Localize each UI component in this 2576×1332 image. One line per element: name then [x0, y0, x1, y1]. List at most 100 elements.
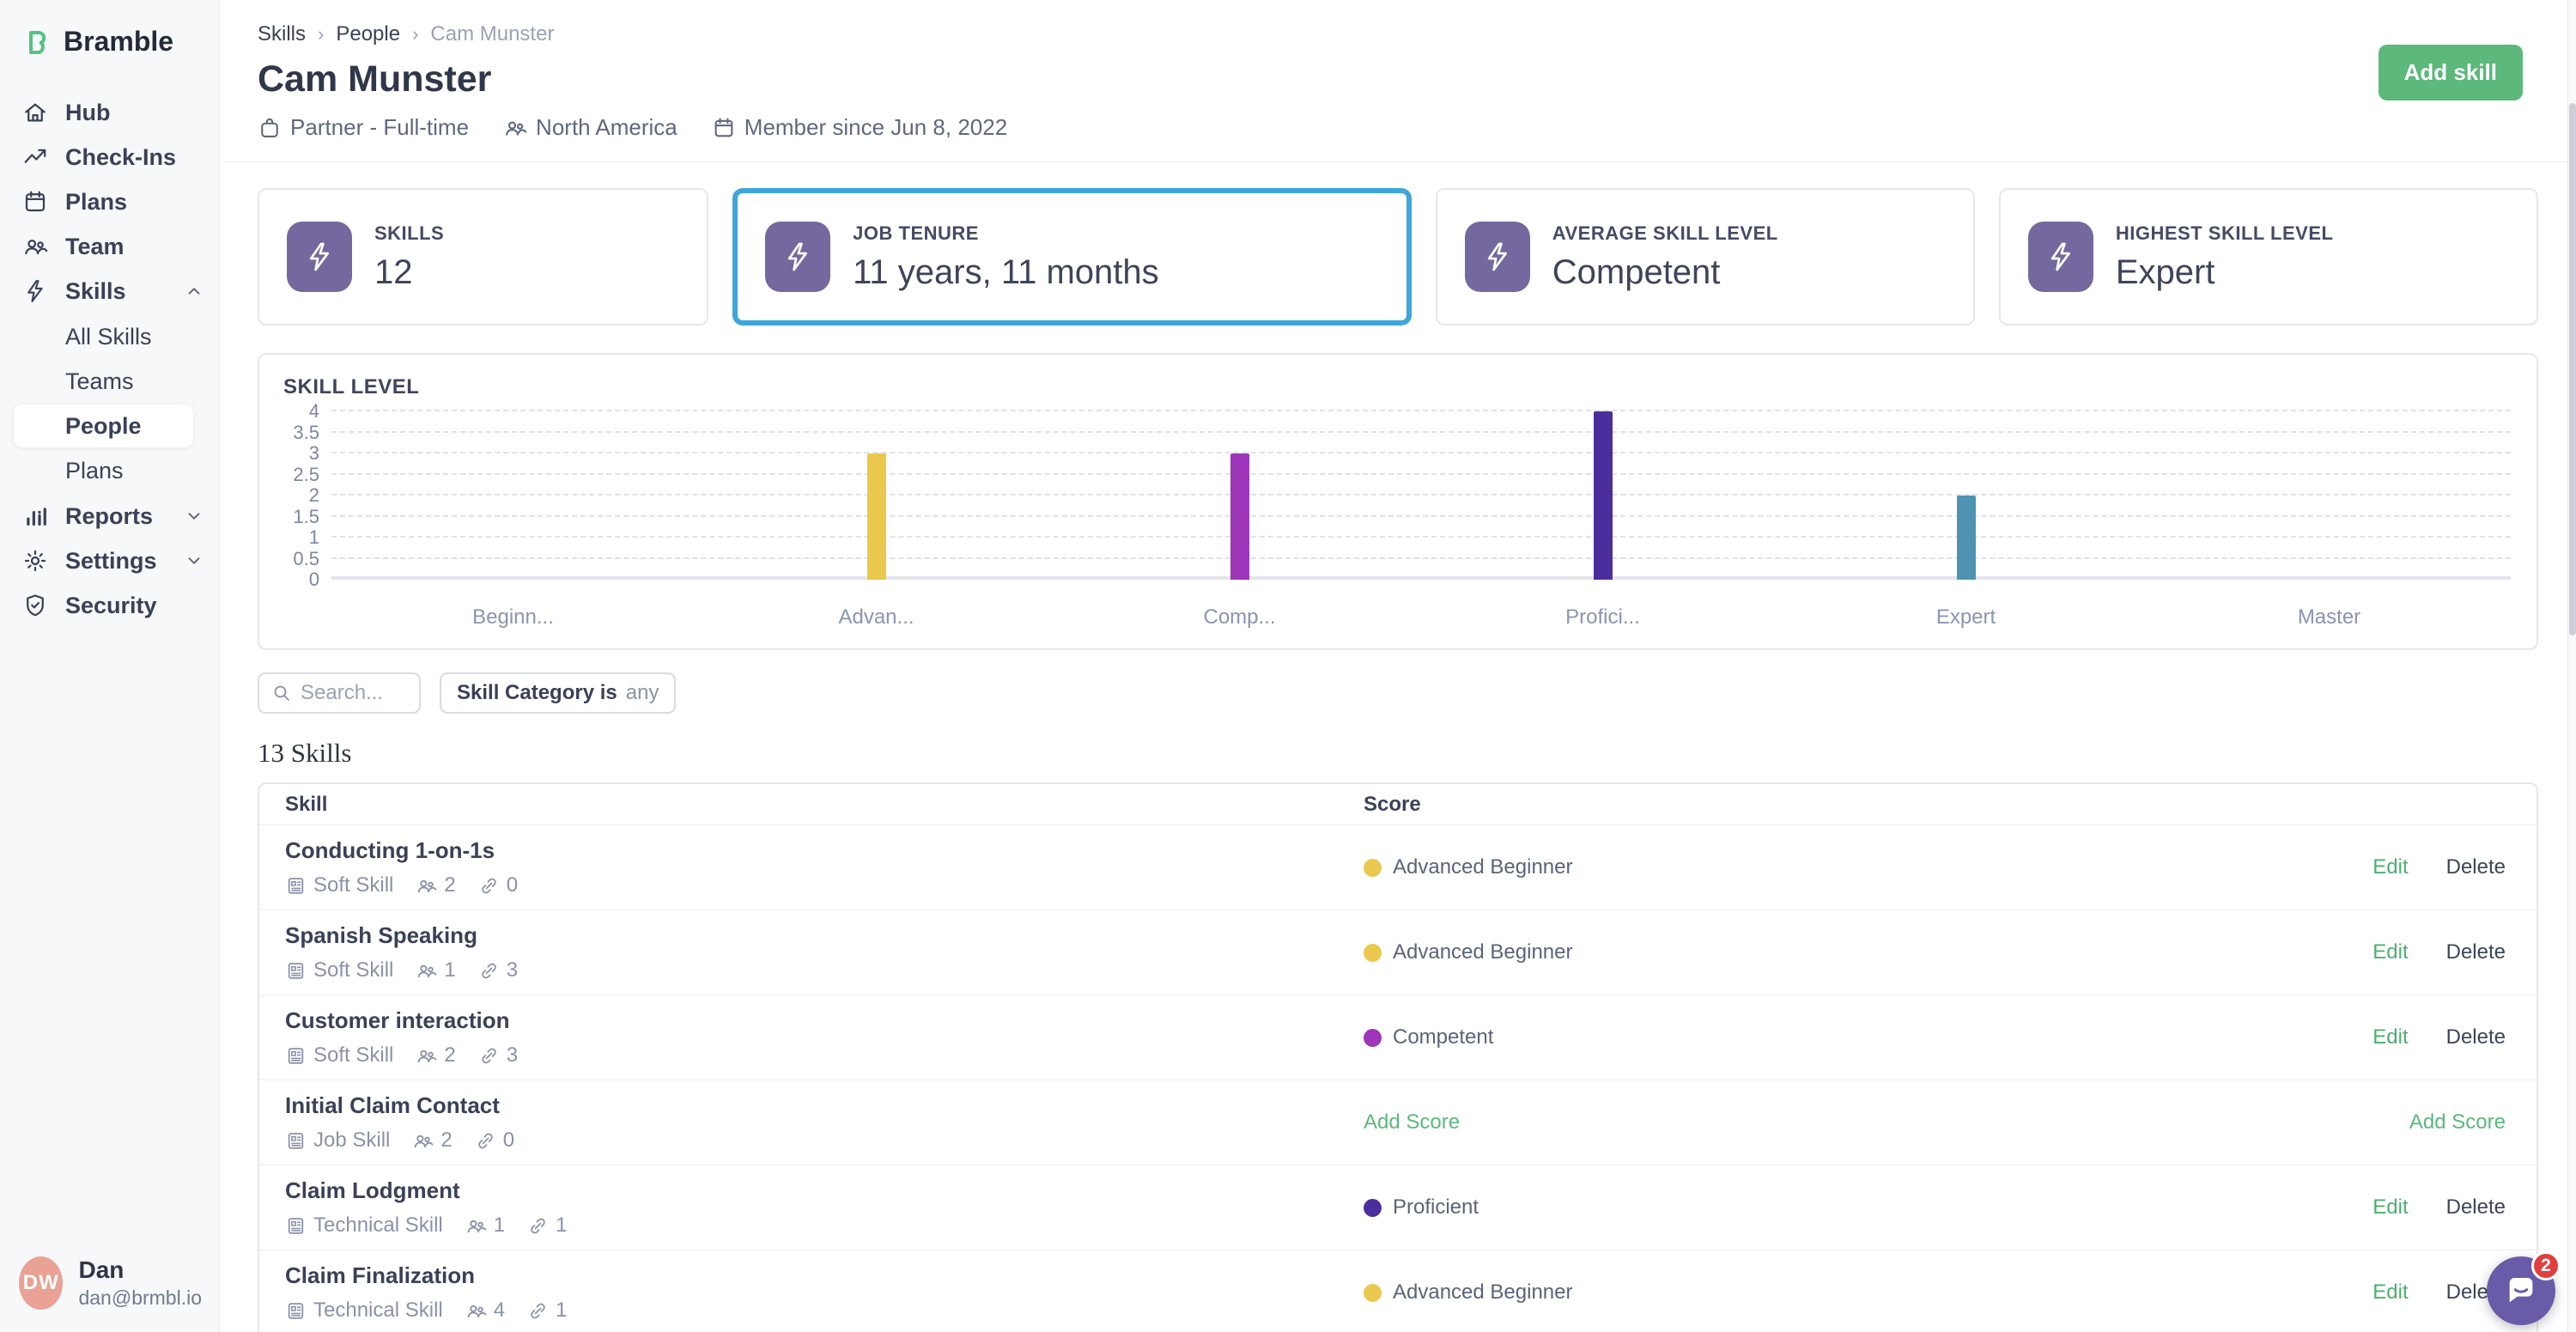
skill-members: 2 — [412, 1128, 453, 1153]
document-icon — [285, 1045, 307, 1067]
skill-links: 3 — [478, 958, 518, 982]
stat-card-job-tenure[interactable]: JOB TENURE 11 years, 11 months — [732, 188, 1412, 325]
gridline — [331, 430, 2511, 433]
edit-button[interactable]: Edit — [2372, 940, 2409, 964]
add-score-link[interactable]: Add Score — [1364, 1110, 1461, 1134]
stat-card-highest-skill-level[interactable]: HIGHEST SKILL LEVEL Expert — [1998, 188, 2538, 325]
people-icon — [416, 875, 437, 897]
skill-meta: Soft Skill 2 3 — [285, 1043, 1364, 1067]
edit-button[interactable]: Edit — [2372, 855, 2409, 879]
add-skill-button[interactable]: Add skill — [2378, 45, 2523, 100]
gridline — [331, 494, 2511, 496]
sidebar-item-teams[interactable]: Teams — [65, 368, 134, 394]
sidebar-nav: Hub Check-Ins Plans Team Skills All Skills Tea… — [0, 90, 219, 628]
briefcase-icon — [258, 116, 282, 140]
scrollbar-thumb[interactable] — [2569, 103, 2576, 636]
link-icon — [478, 875, 500, 897]
bar-advan — [866, 453, 886, 580]
delete-button[interactable]: Delete — [2445, 1195, 2506, 1219]
delete-button[interactable]: Delete — [2445, 855, 2506, 879]
sidebar-item-people[interactable]: People — [14, 404, 193, 447]
add-score-button[interactable]: Add Score — [2409, 1110, 2506, 1134]
sidebar-item-reports[interactable]: Reports — [0, 494, 219, 538]
table-row: Customer interaction Soft Skill 2 3 Comp… — [259, 995, 2537, 1080]
row-actions: Edit Delete — [2300, 1195, 2506, 1219]
gridline — [331, 557, 2511, 559]
gridline — [331, 452, 2511, 453]
skill-name[interactable]: Claim Lodgment — [285, 1177, 460, 1203]
skill-name[interactable]: Claim Finalization — [285, 1262, 476, 1288]
sidebar-item-team[interactable]: Team — [0, 224, 219, 269]
content: SKILLS 12 JOB TENURE 11 years, 11 months AVE… — [220, 162, 2576, 1332]
row-actions: Edit Delete — [2300, 855, 2506, 879]
team-icon — [22, 234, 48, 259]
main-content: Skills › People › Cam Munster Cam Munster Pa… — [220, 0, 2576, 1332]
skill-links: 0 — [478, 873, 518, 897]
skill-links: 0 — [475, 1128, 514, 1153]
skill-level-chart-card: SKILL LEVEL 0 0.5 1 1.5 2 2.5 3 3.5 4 Beginn... A… — [258, 353, 2538, 650]
bolt-icon — [781, 240, 814, 273]
page-scrollbar[interactable] — [2567, 0, 2576, 1332]
skill-category: Soft Skill — [285, 1043, 393, 1067]
logo[interactable]: Bramble — [0, 19, 219, 66]
skill-name[interactable]: Customer interaction — [285, 1007, 510, 1033]
sidebar-item-settings[interactable]: Settings — [0, 538, 219, 583]
sidebar-item-skills[interactable]: Skills — [0, 269, 219, 313]
calendar-icon — [712, 116, 736, 140]
breadcrumb-people[interactable]: People — [336, 22, 401, 46]
user-profile[interactable]: DW Dan dan@brmbl.io — [0, 1236, 219, 1332]
skill-name[interactable]: Spanish Speaking — [285, 922, 477, 948]
search-input[interactable] — [301, 681, 407, 705]
bar-expert — [1956, 496, 1976, 580]
stat-label: AVERAGE SKILL LEVEL — [1552, 222, 1778, 244]
chat-widget-button[interactable]: 2 — [2487, 1251, 2561, 1325]
x-label-beginn: Beginn... — [472, 605, 554, 629]
skills-table: Skill Score Conducting 1-on-1s Soft Skil… — [258, 782, 2538, 1332]
score-dot — [1364, 1283, 1382, 1302]
sidebar-item-check-ins[interactable]: Check-Ins — [0, 135, 219, 179]
score-cell: Add Score — [1364, 1110, 2300, 1134]
score-label: Proficient — [1393, 1195, 1479, 1219]
delete-button[interactable]: Delete — [2445, 940, 2506, 964]
stat-card-average-skill-level[interactable]: AVERAGE SKILL LEVEL Competent — [1435, 188, 1975, 325]
edit-button[interactable]: Edit — [2372, 1280, 2409, 1304]
y-tick-label: 1 — [308, 526, 319, 548]
link-icon — [527, 1215, 549, 1237]
bolt-tile-icon — [287, 222, 352, 292]
skill-category-filter[interactable]: Skill Category is any — [440, 672, 677, 714]
person-meta: Partner - Full-time North America Member s… — [258, 114, 2538, 141]
edit-button[interactable]: Edit — [2372, 1025, 2409, 1049]
stat-card-skills[interactable]: SKILLS 12 — [258, 188, 709, 325]
sidebar-item-plans[interactable]: Plans — [0, 179, 219, 224]
search-icon — [271, 683, 292, 703]
breadcrumb-skills[interactable]: Skills — [258, 22, 307, 46]
filter-row: Skill Category is any — [258, 672, 2538, 714]
sidebar-item-plans[interactable]: Plans — [65, 457, 124, 484]
delete-button[interactable]: Delete — [2445, 1025, 2506, 1049]
row-actions: Edit Delete — [2300, 1025, 2506, 1049]
sidebar-item-all-skills[interactable]: All Skills — [65, 323, 152, 350]
score-label: Advanced Beginner — [1393, 855, 1573, 879]
bramble-logo-icon — [22, 27, 53, 58]
gridline — [331, 410, 2511, 411]
skill-name[interactable]: Conducting 1-on-1s — [285, 837, 495, 863]
bar-profici — [1593, 411, 1613, 580]
edit-button[interactable]: Edit — [2372, 1195, 2409, 1219]
sidebar-item-hub[interactable]: Hub — [0, 90, 219, 135]
table-row: Spanish Speaking Soft Skill 1 3 Advanced… — [259, 910, 2537, 995]
home-icon — [22, 100, 48, 125]
gear-icon — [22, 548, 48, 574]
y-tick-label: 2 — [308, 484, 319, 506]
bar-comp — [1230, 453, 1249, 580]
sidebar-item-security[interactable]: Security — [0, 583, 219, 628]
table-header: Skill Score — [259, 784, 2537, 825]
score-dot — [1364, 1028, 1382, 1047]
search-box[interactable] — [258, 672, 421, 714]
row-actions: Edit Delete — [2300, 1280, 2506, 1305]
skill-name[interactable]: Initial Claim Contact — [285, 1092, 500, 1118]
sidebar-item-label: Skills — [65, 277, 126, 304]
trend-icon — [22, 144, 48, 170]
page-title: Cam Munster — [258, 58, 492, 100]
meta-member-since-jun-8-2022: Member since Jun 8, 2022 — [712, 114, 1007, 141]
document-icon — [285, 1130, 307, 1152]
